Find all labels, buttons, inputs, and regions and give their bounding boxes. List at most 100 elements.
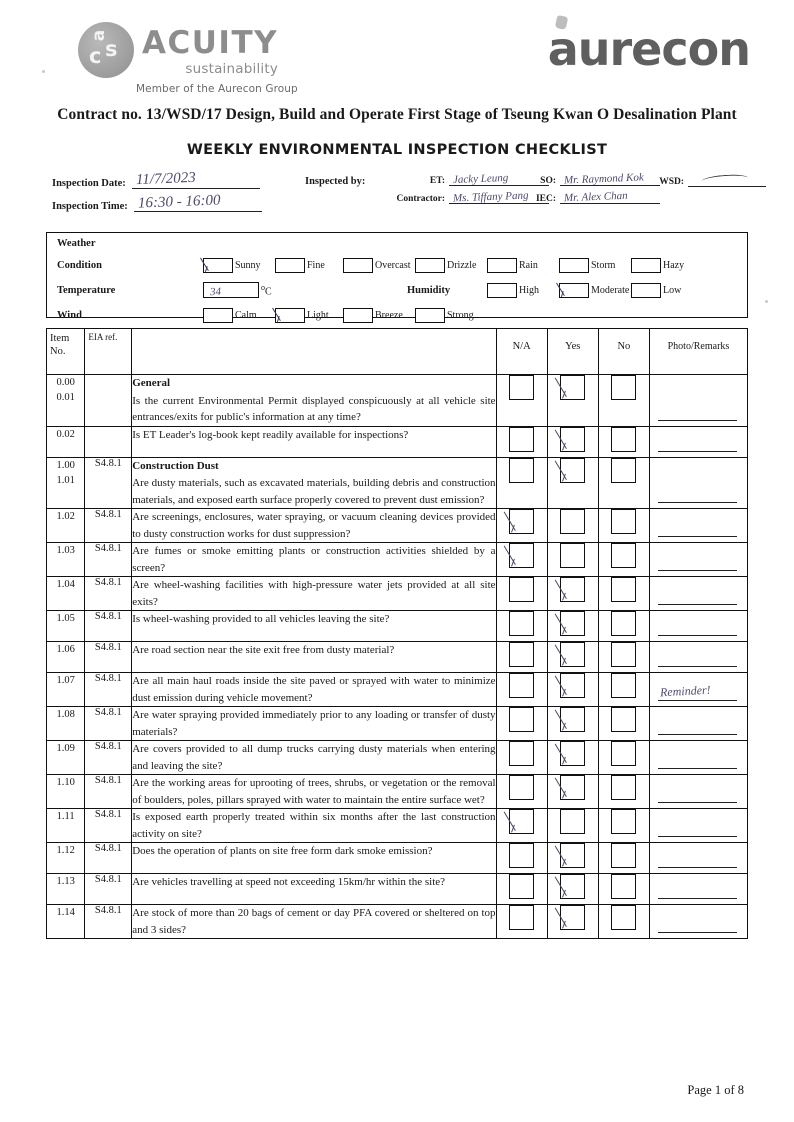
checkbox-low[interactable] [631, 282, 661, 298]
checkbox-na[interactable] [509, 577, 535, 602]
cell-photo-remarks[interactable] [648, 542, 749, 577]
checkbox-light[interactable] [272, 299, 305, 323]
cell-na[interactable] [495, 456, 548, 509]
cell-na[interactable] [495, 802, 548, 843]
so-field[interactable]: Mr. Raymond Kok [560, 171, 660, 187]
cell-yes[interactable] [546, 898, 599, 939]
checkbox-na[interactable] [509, 741, 535, 766]
checkbox-na[interactable] [509, 843, 535, 868]
checkbox-no[interactable] [611, 673, 637, 698]
wind-option-breeze[interactable]: Breeze [343, 307, 403, 323]
checkbox-moderate[interactable] [556, 274, 589, 298]
checkbox-na[interactable] [509, 673, 535, 698]
checkbox-hazy[interactable] [631, 257, 661, 273]
cell-yes[interactable] [546, 700, 599, 741]
cell-na[interactable] [495, 502, 548, 543]
checkbox-na[interactable] [509, 642, 535, 667]
cell-no[interactable] [597, 774, 650, 809]
cell-photo-remarks[interactable] [648, 808, 749, 843]
cell-yes[interactable] [546, 542, 599, 577]
checkbox-yes[interactable] [560, 809, 586, 834]
wind-option-light[interactable]: Light [272, 299, 329, 323]
cell-yes[interactable] [546, 508, 599, 543]
cell-yes[interactable] [546, 570, 599, 611]
checkbox-fine[interactable] [275, 257, 305, 273]
temperature-input[interactable]: 34 [203, 282, 259, 298]
cell-photo-remarks[interactable] [648, 508, 749, 543]
checkbox-yes[interactable] [554, 768, 586, 800]
checkbox-no[interactable] [611, 843, 637, 868]
checkbox-no[interactable] [611, 543, 637, 568]
checkbox-calm[interactable] [203, 307, 233, 323]
humidity-option-high[interactable]: High [487, 282, 539, 298]
checkbox-no[interactable] [611, 741, 637, 766]
cell-yes[interactable] [546, 867, 599, 905]
checkbox-yes[interactable] [560, 543, 586, 568]
wind-option-strong[interactable]: Strong [415, 307, 474, 323]
checkbox-no[interactable] [611, 809, 637, 834]
cell-no[interactable] [597, 641, 650, 673]
inspection-date-field[interactable]: 11/7/2023 [131, 170, 260, 189]
cell-photo-remarks[interactable] [648, 740, 749, 775]
checkbox-no[interactable] [611, 874, 637, 899]
cell-yes[interactable] [546, 450, 599, 509]
condition-option-rain[interactable]: Rain [487, 257, 538, 273]
condition-option-storm[interactable]: Storm [559, 257, 615, 273]
checkbox-no[interactable] [611, 707, 637, 732]
checkbox-breeze[interactable] [343, 307, 373, 323]
checkbox-yes[interactable] [560, 509, 586, 534]
checkbox-storm[interactable] [559, 257, 589, 273]
checkbox-sunny[interactable] [200, 249, 233, 273]
cell-na[interactable] [495, 425, 548, 458]
cell-no[interactable] [597, 904, 650, 939]
checkbox-yes[interactable] [554, 734, 586, 766]
cell-na[interactable] [495, 774, 548, 809]
cell-no[interactable] [597, 610, 650, 642]
cell-photo-remarks[interactable] [648, 873, 749, 905]
checkbox-yes[interactable] [554, 898, 586, 930]
checkbox-na[interactable] [509, 611, 535, 636]
checkbox-na[interactable] [509, 457, 535, 483]
condition-option-overcast[interactable]: Overcast [343, 257, 411, 273]
checkbox-yes[interactable] [554, 836, 586, 868]
cell-no[interactable] [597, 706, 650, 741]
humidity-option-moderate[interactable]: Moderate [556, 274, 629, 298]
cell-photo-remarks[interactable] [648, 641, 749, 673]
condition-option-fine[interactable]: Fine [275, 257, 325, 273]
cell-no[interactable] [597, 873, 650, 905]
checkbox-no[interactable] [611, 905, 637, 930]
checkbox-yes[interactable] [554, 604, 586, 636]
checkbox-no[interactable] [611, 611, 637, 636]
checkbox-no[interactable] [611, 457, 637, 483]
cell-na[interactable] [495, 374, 548, 427]
cell-yes[interactable] [546, 666, 599, 707]
checkbox-na[interactable] [503, 536, 535, 568]
checkbox-na[interactable] [509, 426, 535, 452]
cell-yes[interactable] [546, 635, 599, 673]
cell-photo-remarks[interactable] [648, 374, 749, 427]
iec-field[interactable]: Mr. Alex Chan [560, 190, 660, 204]
checkbox-no[interactable] [611, 642, 637, 667]
cell-photo-remarks[interactable] [648, 425, 749, 458]
wind-option-calm[interactable]: Calm [203, 307, 257, 323]
checkbox-no[interactable] [611, 426, 637, 452]
cell-na[interactable] [495, 536, 548, 577]
cell-no[interactable] [597, 456, 650, 509]
checkbox-na[interactable] [503, 502, 535, 534]
cell-na[interactable] [495, 904, 548, 939]
cell-photo-remarks[interactable] [648, 576, 749, 611]
cell-yes[interactable] [546, 808, 599, 843]
cell-na[interactable] [495, 672, 548, 707]
checkbox-na[interactable] [509, 375, 535, 400]
cell-na[interactable] [495, 740, 548, 775]
cell-no[interactable] [597, 374, 650, 427]
checkbox-strong[interactable] [415, 307, 445, 323]
cell-na[interactable] [495, 641, 548, 673]
checkbox-na[interactable] [509, 905, 535, 930]
cell-yes[interactable] [546, 768, 599, 809]
cell-na[interactable] [495, 873, 548, 905]
cell-photo-remarks[interactable] [648, 456, 749, 509]
checkbox-na[interactable] [509, 874, 535, 899]
cell-photo-remarks[interactable]: Reminder! [648, 672, 749, 707]
cell-no[interactable] [597, 672, 650, 707]
